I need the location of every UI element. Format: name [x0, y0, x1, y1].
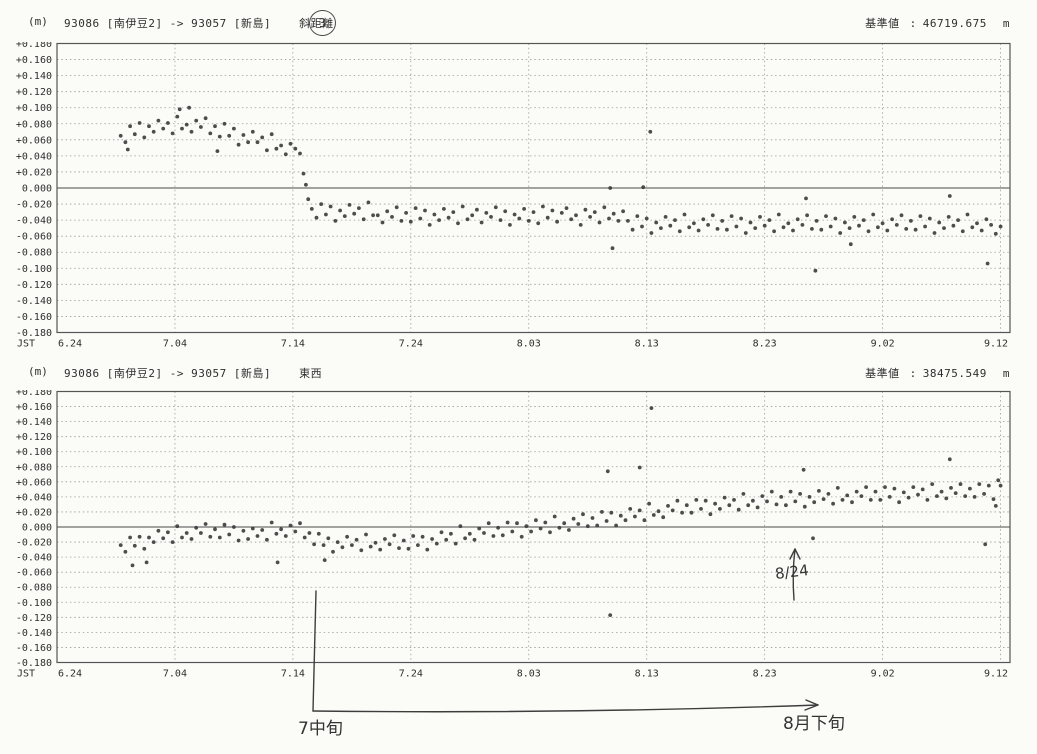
component-label: 斜距離: [299, 17, 334, 30]
svg-text:-0.040: -0.040: [16, 216, 52, 227]
svg-text:+0.060: +0.060: [16, 135, 52, 146]
svg-text:+0.080: +0.080: [16, 119, 52, 130]
svg-text:-0.180: -0.180: [16, 658, 52, 669]
svg-text:-0.140: -0.140: [16, 628, 52, 639]
svg-text:8.23: 8.23: [753, 339, 777, 350]
svg-text:+0.120: +0.120: [16, 432, 52, 443]
y-axis-unit-label: (m): [28, 365, 48, 378]
svg-text:+0.100: +0.100: [16, 103, 52, 114]
svg-text:+0.020: +0.020: [16, 507, 52, 518]
svg-text:8.03: 8.03: [517, 339, 541, 350]
svg-text:-0.100: -0.100: [16, 598, 52, 609]
svg-text:-0.160: -0.160: [16, 312, 52, 323]
svg-text:9.02: 9.02: [871, 339, 895, 350]
svg-text:7.24: 7.24: [399, 339, 423, 350]
chart-title: 93086 [南伊豆2] -> 93057 [新島] 斜距離: [64, 15, 334, 31]
svg-text:+0.060: +0.060: [16, 477, 52, 488]
handwritten-range-end: 8月下旬: [783, 714, 845, 734]
svg-text:-0.060: -0.060: [16, 232, 52, 243]
svg-text:+0.140: +0.140: [16, 71, 52, 82]
svg-text:-0.140: -0.140: [16, 296, 52, 307]
svg-text:JST: JST: [17, 339, 35, 350]
svg-text:-0.040: -0.040: [16, 553, 52, 564]
chart-title: 93086 [南伊豆2] -> 93057 [新島] 東西: [64, 365, 322, 381]
svg-text:+0.160: +0.160: [16, 402, 52, 413]
svg-text:-0.160: -0.160: [16, 643, 52, 654]
svg-text:0.000: 0.000: [22, 523, 52, 534]
station-pair-label: 93086 [南伊豆2] -> 93057 [新島]: [64, 367, 272, 380]
svg-text:0.000: 0.000: [22, 184, 52, 195]
svg-text:8.03: 8.03: [517, 669, 541, 680]
svg-text:+0.140: +0.140: [16, 417, 52, 428]
scatter-plot-east-west: +0.180 +0.160 +0.140 +0.120 +0.100 +0.080 +0.0…: [16, 390, 1011, 680]
handwritten-range-start: 7中旬: [298, 719, 343, 739]
page-number: 3: [318, 15, 327, 31]
svg-text:6.24: 6.24: [58, 669, 82, 680]
svg-text:-0.180: -0.180: [16, 328, 52, 339]
svg-text:6.24: 6.24: [58, 339, 82, 350]
station-pair-label: 93086 [南伊豆2] -> 93057 [新島]: [64, 17, 272, 30]
svg-text:-0.020: -0.020: [16, 538, 52, 549]
svg-text:7.14: 7.14: [281, 669, 305, 680]
svg-text:-0.080: -0.080: [16, 583, 52, 594]
svg-text:+0.040: +0.040: [16, 492, 52, 503]
range-horizontal-arrow: [312, 704, 819, 713]
svg-text:+0.180: +0.180: [16, 42, 52, 50]
svg-text:-0.120: -0.120: [16, 280, 52, 291]
svg-text:+0.120: +0.120: [16, 87, 52, 98]
chart-eastwest-header: (m) 93086 [南伊豆2] -> 93057 [新島] 東西 基準値:384…: [0, 363, 1037, 383]
scatter-plot-slant-distance: +0.180 +0.160 +0.140 +0.120 +0.100 +0.080 +0.0…: [16, 42, 1011, 350]
svg-text:7.14: 7.14: [281, 339, 305, 350]
svg-text:8.23: 8.23: [753, 669, 777, 680]
svg-text:+0.160: +0.160: [16, 55, 52, 66]
baseline-value-label: 基準値:46719.675 m: [865, 17, 1010, 30]
svg-text:9.12: 9.12: [984, 669, 1008, 680]
svg-text:-0.100: -0.100: [16, 264, 52, 275]
svg-text:7.04: 7.04: [163, 339, 187, 350]
svg-text:-0.020: -0.020: [16, 200, 52, 211]
svg-text:JST: JST: [17, 669, 35, 680]
component-label: 東西: [299, 367, 323, 380]
svg-text:8.13: 8.13: [635, 669, 659, 680]
svg-text:-0.080: -0.080: [16, 248, 52, 259]
svg-text:7.04: 7.04: [163, 669, 187, 680]
svg-text:8.13: 8.13: [635, 339, 659, 350]
svg-text:7.24: 7.24: [399, 669, 423, 680]
baseline-value-label: 基準値:38475.549 m: [865, 367, 1010, 380]
svg-text:+0.020: +0.020: [16, 167, 52, 178]
svg-text:9.02: 9.02: [871, 669, 895, 680]
chart-slant-header: (m) 93086 [南伊豆2] -> 93057 [新島] 斜距離 基準値:46…: [0, 13, 1037, 33]
svg-text:+0.040: +0.040: [16, 151, 52, 162]
y-axis-unit-label: (m): [28, 15, 48, 28]
svg-text:+0.100: +0.100: [16, 447, 52, 458]
svg-text:+0.180: +0.180: [16, 390, 52, 398]
svg-text:-0.120: -0.120: [16, 613, 52, 624]
svg-text:9.12: 9.12: [984, 339, 1008, 350]
svg-text:-0.060: -0.060: [16, 568, 52, 579]
svg-text:+0.080: +0.080: [16, 462, 52, 473]
